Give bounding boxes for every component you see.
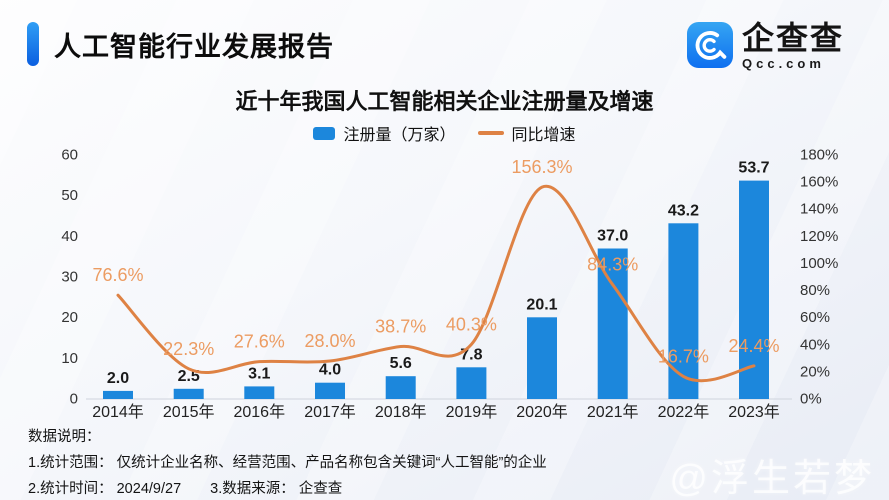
bar-value-label: 2.0	[107, 370, 129, 387]
left-axis-tick: 40	[61, 228, 78, 245]
legend-item-growth-rate: 同比增速	[477, 121, 576, 145]
growth-pct-label: 16.7%	[658, 346, 709, 366]
legend-line-swatch	[477, 131, 504, 135]
bar-2018年	[385, 376, 416, 399]
qcc-logo-icon	[687, 22, 733, 68]
x-axis-label: 2019年	[446, 403, 498, 421]
right-axis-tick: 100%	[800, 255, 838, 272]
growth-pct-label: 28.0%	[304, 331, 355, 351]
right-axis-tick: 180%	[800, 147, 838, 164]
logo-name: 企查查	[742, 20, 845, 56]
chart-canvas: 0 10 20 30 40 50 60 0% 20% 40% 60% 80% 100% 120% 140% 1…	[61, 147, 838, 422]
bar-2022年	[668, 223, 699, 399]
right-axis-tick: 60%	[800, 309, 830, 326]
watermark: @浮生若梦	[669, 458, 875, 500]
bar-2017年	[315, 382, 345, 399]
x-axis-label: 2021年	[587, 403, 639, 421]
logo-domain: Qcc.com	[742, 56, 825, 71]
growth-pct-label: 27.6%	[234, 332, 285, 352]
left-axis-tick: 60	[61, 147, 78, 164]
right-axis-tick: 0%	[800, 391, 822, 408]
left-axis-tick: 0	[70, 391, 78, 408]
legend-bar-swatch	[313, 126, 336, 140]
bar-value-label: 53.7	[738, 160, 769, 177]
growth-pct-label: 76.6%	[92, 265, 143, 285]
bar-value-label: 5.6	[390, 355, 412, 372]
qcc-logo-text: 企查查 Qcc.com	[742, 22, 844, 71]
bar-2023年	[739, 180, 769, 399]
legend-item-registrations: 注册量（万家）	[313, 121, 456, 145]
footer-note-1: 1.统计范围： 仅统计企业名称、经营范围、产品名称包含关键词“人工智能”的企业	[28, 455, 547, 471]
x-axis-label: 2017年	[304, 403, 356, 421]
growth-pct-label: 22.3%	[163, 339, 214, 359]
bar-value-label: 3.1	[248, 365, 270, 382]
right-axis-tick: 140%	[800, 201, 838, 218]
growth-pct-label: 156.3%	[511, 157, 572, 177]
report-header: 人工智能行业发展报告	[27, 22, 334, 66]
bar-value-label: 37.0	[597, 228, 628, 245]
left-axis-tick: 50	[61, 187, 78, 204]
x-axis-label: 2023年	[728, 403, 780, 421]
x-axis-label: 2015年	[163, 403, 215, 421]
bar-2016年	[244, 386, 275, 399]
bar-2015年	[173, 388, 204, 399]
growth-pct-label: 24.4%	[728, 336, 779, 356]
left-axis-tick: 20	[61, 309, 78, 326]
bar-2020年	[527, 317, 557, 399]
growth-pct-label: 38.7%	[375, 317, 426, 337]
report-title: 人工智能行业发展报告	[54, 31, 334, 62]
title-accent-bar	[27, 22, 39, 66]
left-axis-tick: 30	[61, 269, 78, 286]
bar-2019年	[456, 367, 487, 399]
bar-value-label: 43.2	[668, 202, 699, 219]
right-axis-tick: 120%	[800, 228, 838, 245]
right-axis-tick: 40%	[800, 336, 830, 353]
bar-2014年	[103, 390, 133, 399]
growth-pct-label: 84.3%	[587, 255, 638, 275]
x-axis-label: 2022年	[658, 403, 710, 421]
qcc-logo: 企查查 Qcc.com	[687, 22, 844, 71]
chart-legend: 注册量（万家） 同比增速	[0, 121, 889, 145]
x-axis-label: 2018年	[375, 403, 427, 421]
legend-label: 同比增速	[511, 127, 576, 144]
right-axis-tick: 20%	[800, 363, 830, 380]
bar-value-label: 20.1	[526, 296, 557, 313]
legend-label: 注册量（万家）	[343, 127, 456, 144]
right-axis-tick: 80%	[800, 282, 830, 299]
right-axis-tick: 160%	[800, 174, 838, 191]
growth-rate-line	[116, 184, 756, 383]
chart-title: 近十年我国人工智能相关企业注册量及增速	[235, 89, 654, 114]
bar-value-label: 4.0	[319, 362, 341, 379]
footer-note-2: 2.统计时间： 2024/9/27 3.数据来源： 企查查	[28, 481, 343, 497]
bar-value-label: 7.8	[460, 346, 482, 363]
bar-2021年	[597, 248, 628, 399]
left-axis-tick: 10	[61, 350, 78, 367]
footer-heading: 数据说明：	[28, 429, 101, 445]
x-axis-label: 2014年	[92, 403, 144, 421]
x-axis-label: 2016年	[233, 403, 285, 421]
footer-notes: 数据说明： 1.统计范围： 仅统计企业名称、经营范围、产品名称包含关键词“人工智…	[28, 424, 547, 500]
x-axis-label: 2020年	[516, 403, 568, 421]
growth-pct-label: 40.3%	[446, 314, 497, 334]
